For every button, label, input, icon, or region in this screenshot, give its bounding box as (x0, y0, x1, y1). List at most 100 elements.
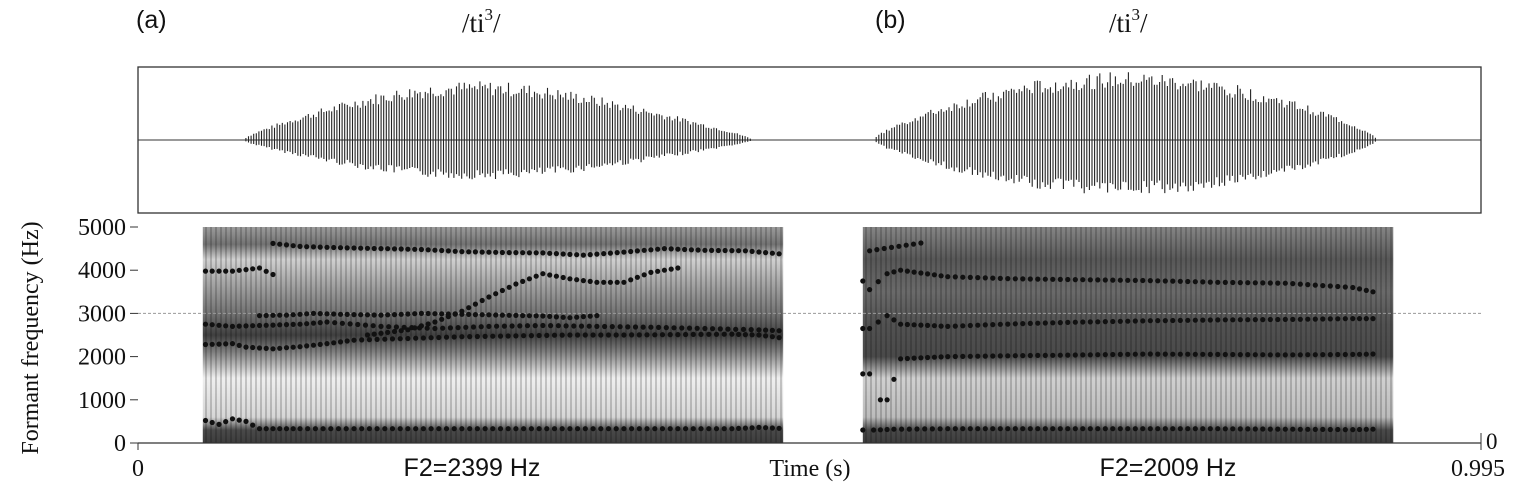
formant-dot (884, 313, 890, 319)
formant-dot (1335, 426, 1341, 433)
formant-dot (532, 323, 538, 329)
formant-dot (216, 322, 222, 328)
formant-dot (1050, 426, 1056, 432)
formant-dot (540, 322, 546, 329)
formant-dot (320, 426, 326, 432)
formant-dot (1155, 278, 1161, 284)
formant-dot (683, 331, 689, 338)
formant-dot (661, 267, 668, 273)
formant-dot (945, 274, 951, 280)
formant-dot (914, 426, 920, 432)
formant-dot (559, 426, 565, 432)
formant-dot (1102, 277, 1108, 283)
formant-dot (1230, 317, 1236, 323)
formant-dot (675, 426, 681, 432)
formant-dot (575, 332, 581, 338)
formant-dot (1230, 426, 1236, 432)
formant-dot (1342, 351, 1348, 358)
formant-dot (601, 279, 607, 285)
formant-dot (629, 426, 635, 432)
formant-dot (548, 323, 554, 329)
formant-dot (990, 353, 996, 359)
formant-dot (317, 311, 323, 317)
formant-dot (736, 425, 742, 431)
formant-dot (560, 314, 566, 320)
formant-dot (270, 426, 276, 432)
formant-dot (1342, 427, 1348, 433)
formant-dot (250, 323, 256, 329)
formant-dot (283, 426, 290, 432)
formant-dot (378, 323, 384, 329)
formant-dot (1305, 282, 1311, 288)
formant-dot (391, 328, 398, 335)
panel-a-f2-label: F2=2399 Hz (404, 454, 541, 482)
formant-dot (324, 319, 330, 325)
formant-dot (501, 323, 507, 329)
formant-dot (1252, 317, 1258, 323)
formant-dot (1177, 278, 1183, 284)
formant-dot (763, 327, 769, 333)
formant-dot (621, 249, 627, 255)
formant-dot (1350, 316, 1356, 322)
formant-dot (663, 325, 669, 331)
formant-dot (1267, 316, 1273, 323)
formant-dot (906, 426, 912, 432)
formant-dot (1110, 318, 1116, 325)
formant-dot (1110, 277, 1116, 283)
formant-dot (641, 272, 647, 278)
formant-dot (601, 251, 607, 257)
formant-dot (582, 332, 588, 338)
formant-dot (613, 332, 619, 338)
formant-dot (490, 333, 496, 339)
formant-dots (202, 240, 1376, 433)
formant-dot (911, 322, 917, 328)
formant-dot (571, 323, 577, 329)
formant-dot (418, 323, 424, 329)
formant-dot (1215, 279, 1221, 285)
formant-dot (1356, 426, 1363, 433)
formant-dot (391, 312, 398, 318)
formant-dot (216, 421, 222, 427)
formant-dot (1230, 279, 1236, 286)
formant-dot (675, 265, 681, 271)
formant-dot (607, 250, 614, 256)
formant-dot (683, 426, 689, 432)
formant-dot (432, 311, 438, 317)
formant-dot (694, 325, 700, 331)
formant-dot (297, 344, 303, 350)
x-tick-label-start: 0 (132, 456, 144, 482)
formant-dot (304, 321, 310, 327)
formant-dot (1312, 316, 1318, 322)
formant-dot (629, 332, 635, 338)
formant-dot (459, 249, 465, 255)
formant-dot (1125, 277, 1131, 283)
formant-dot (594, 313, 600, 319)
formant-dot (625, 324, 631, 330)
y-axis-label: Formant frequency (Hz) (18, 221, 44, 454)
formant-dot (634, 274, 641, 280)
formant-dot (918, 322, 924, 328)
formant-dot (324, 311, 330, 317)
formant-dot (513, 426, 519, 432)
formant-dot (324, 341, 330, 347)
formant-dot (721, 426, 727, 432)
formant-dot (1087, 352, 1093, 358)
formant-dot (385, 312, 391, 318)
formant-dot (742, 332, 749, 338)
formant-dot (440, 325, 446, 331)
formant-dot (1057, 352, 1063, 358)
formant-dot (1207, 317, 1213, 323)
formant-dot (451, 334, 457, 340)
formant-dot (378, 330, 384, 336)
y-tick-label: 1000 (78, 388, 126, 414)
formant-dot (1012, 276, 1018, 282)
formant-dot (867, 325, 873, 332)
formant-dot (509, 323, 515, 329)
formant-dot (1147, 318, 1153, 324)
formant-dot (1005, 426, 1011, 432)
formant-dot (574, 314, 580, 320)
formant-dot (486, 249, 492, 255)
panel-a-word: /ti3/ (462, 5, 501, 38)
formant-dot (290, 344, 296, 350)
formant-dot (929, 426, 936, 432)
